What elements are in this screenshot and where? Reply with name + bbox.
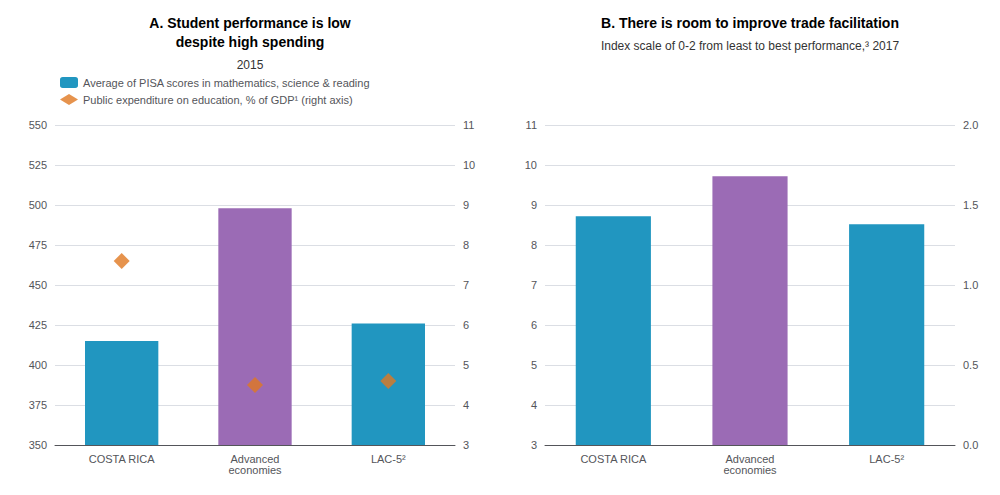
svg-text:Advanced: Advanced	[230, 452, 280, 465]
svg-text:2.0: 2.0	[963, 119, 978, 131]
svg-text:475: 475	[29, 239, 47, 251]
svg-text:400: 400	[29, 359, 47, 371]
svg-text:1.5: 1.5	[963, 199, 978, 211]
svg-text:7: 7	[531, 279, 537, 291]
svg-text:525: 525	[29, 159, 47, 171]
svg-text:450: 450	[29, 279, 47, 291]
svg-text:500: 500	[29, 199, 47, 211]
svg-text:11: 11	[526, 119, 537, 131]
svg-text:4: 4	[531, 399, 537, 411]
svg-text:8: 8	[463, 239, 469, 251]
svg-text:5: 5	[531, 359, 537, 371]
svg-text:0.0: 0.0	[963, 439, 978, 451]
svg-text:8: 8	[531, 239, 537, 251]
svg-text:3: 3	[463, 439, 469, 451]
svg-text:economies: economies	[723, 464, 777, 476]
svg-text:6: 6	[463, 319, 469, 331]
svg-text:550: 550	[29, 119, 47, 131]
svg-text:Index scale of 0-2 from least: Index scale of 0-2 from least to best pe…	[601, 39, 899, 53]
svg-text:2015: 2015	[237, 58, 264, 72]
svg-text:425: 425	[29, 319, 47, 331]
svg-text:Public expenditure on educatio: Public expenditure on education, % of GD…	[83, 94, 353, 106]
svg-text:COSTA RICA: COSTA RICA	[89, 453, 155, 465]
svg-text:despite high spending: despite high spending	[176, 34, 325, 50]
svg-text:9: 9	[531, 199, 537, 211]
svg-text:0.5: 0.5	[963, 359, 978, 371]
svg-text:11: 11	[463, 119, 474, 131]
svg-text:A. Student performance is low: A. Student performance is low	[149, 15, 351, 31]
svg-text:375: 375	[29, 399, 47, 411]
svg-text:6: 6	[531, 319, 537, 331]
svg-text:10: 10	[525, 159, 537, 171]
svg-text:LAC-5²: LAC-5²	[869, 453, 904, 465]
svg-text:Average of PISA scores in math: Average of PISA scores in mathematics, s…	[83, 77, 370, 89]
svg-text:1.0: 1.0	[963, 279, 978, 291]
svg-text:LAC-5²: LAC-5²	[371, 453, 406, 465]
svg-text:economies: economies	[228, 464, 282, 476]
svg-text:Advanced: Advanced	[725, 452, 775, 465]
svg-text:B. There is room to improve tr: B. There is room to improve trade facili…	[601, 15, 899, 31]
svg-text:10: 10	[463, 159, 475, 171]
svg-text:4: 4	[463, 399, 469, 411]
svg-text:COSTA RICA: COSTA RICA	[580, 453, 646, 465]
svg-text:9: 9	[463, 199, 469, 211]
svg-text:350: 350	[29, 439, 47, 451]
svg-text:7: 7	[463, 279, 469, 291]
svg-text:3: 3	[531, 439, 537, 451]
svg-text:5: 5	[463, 359, 469, 371]
